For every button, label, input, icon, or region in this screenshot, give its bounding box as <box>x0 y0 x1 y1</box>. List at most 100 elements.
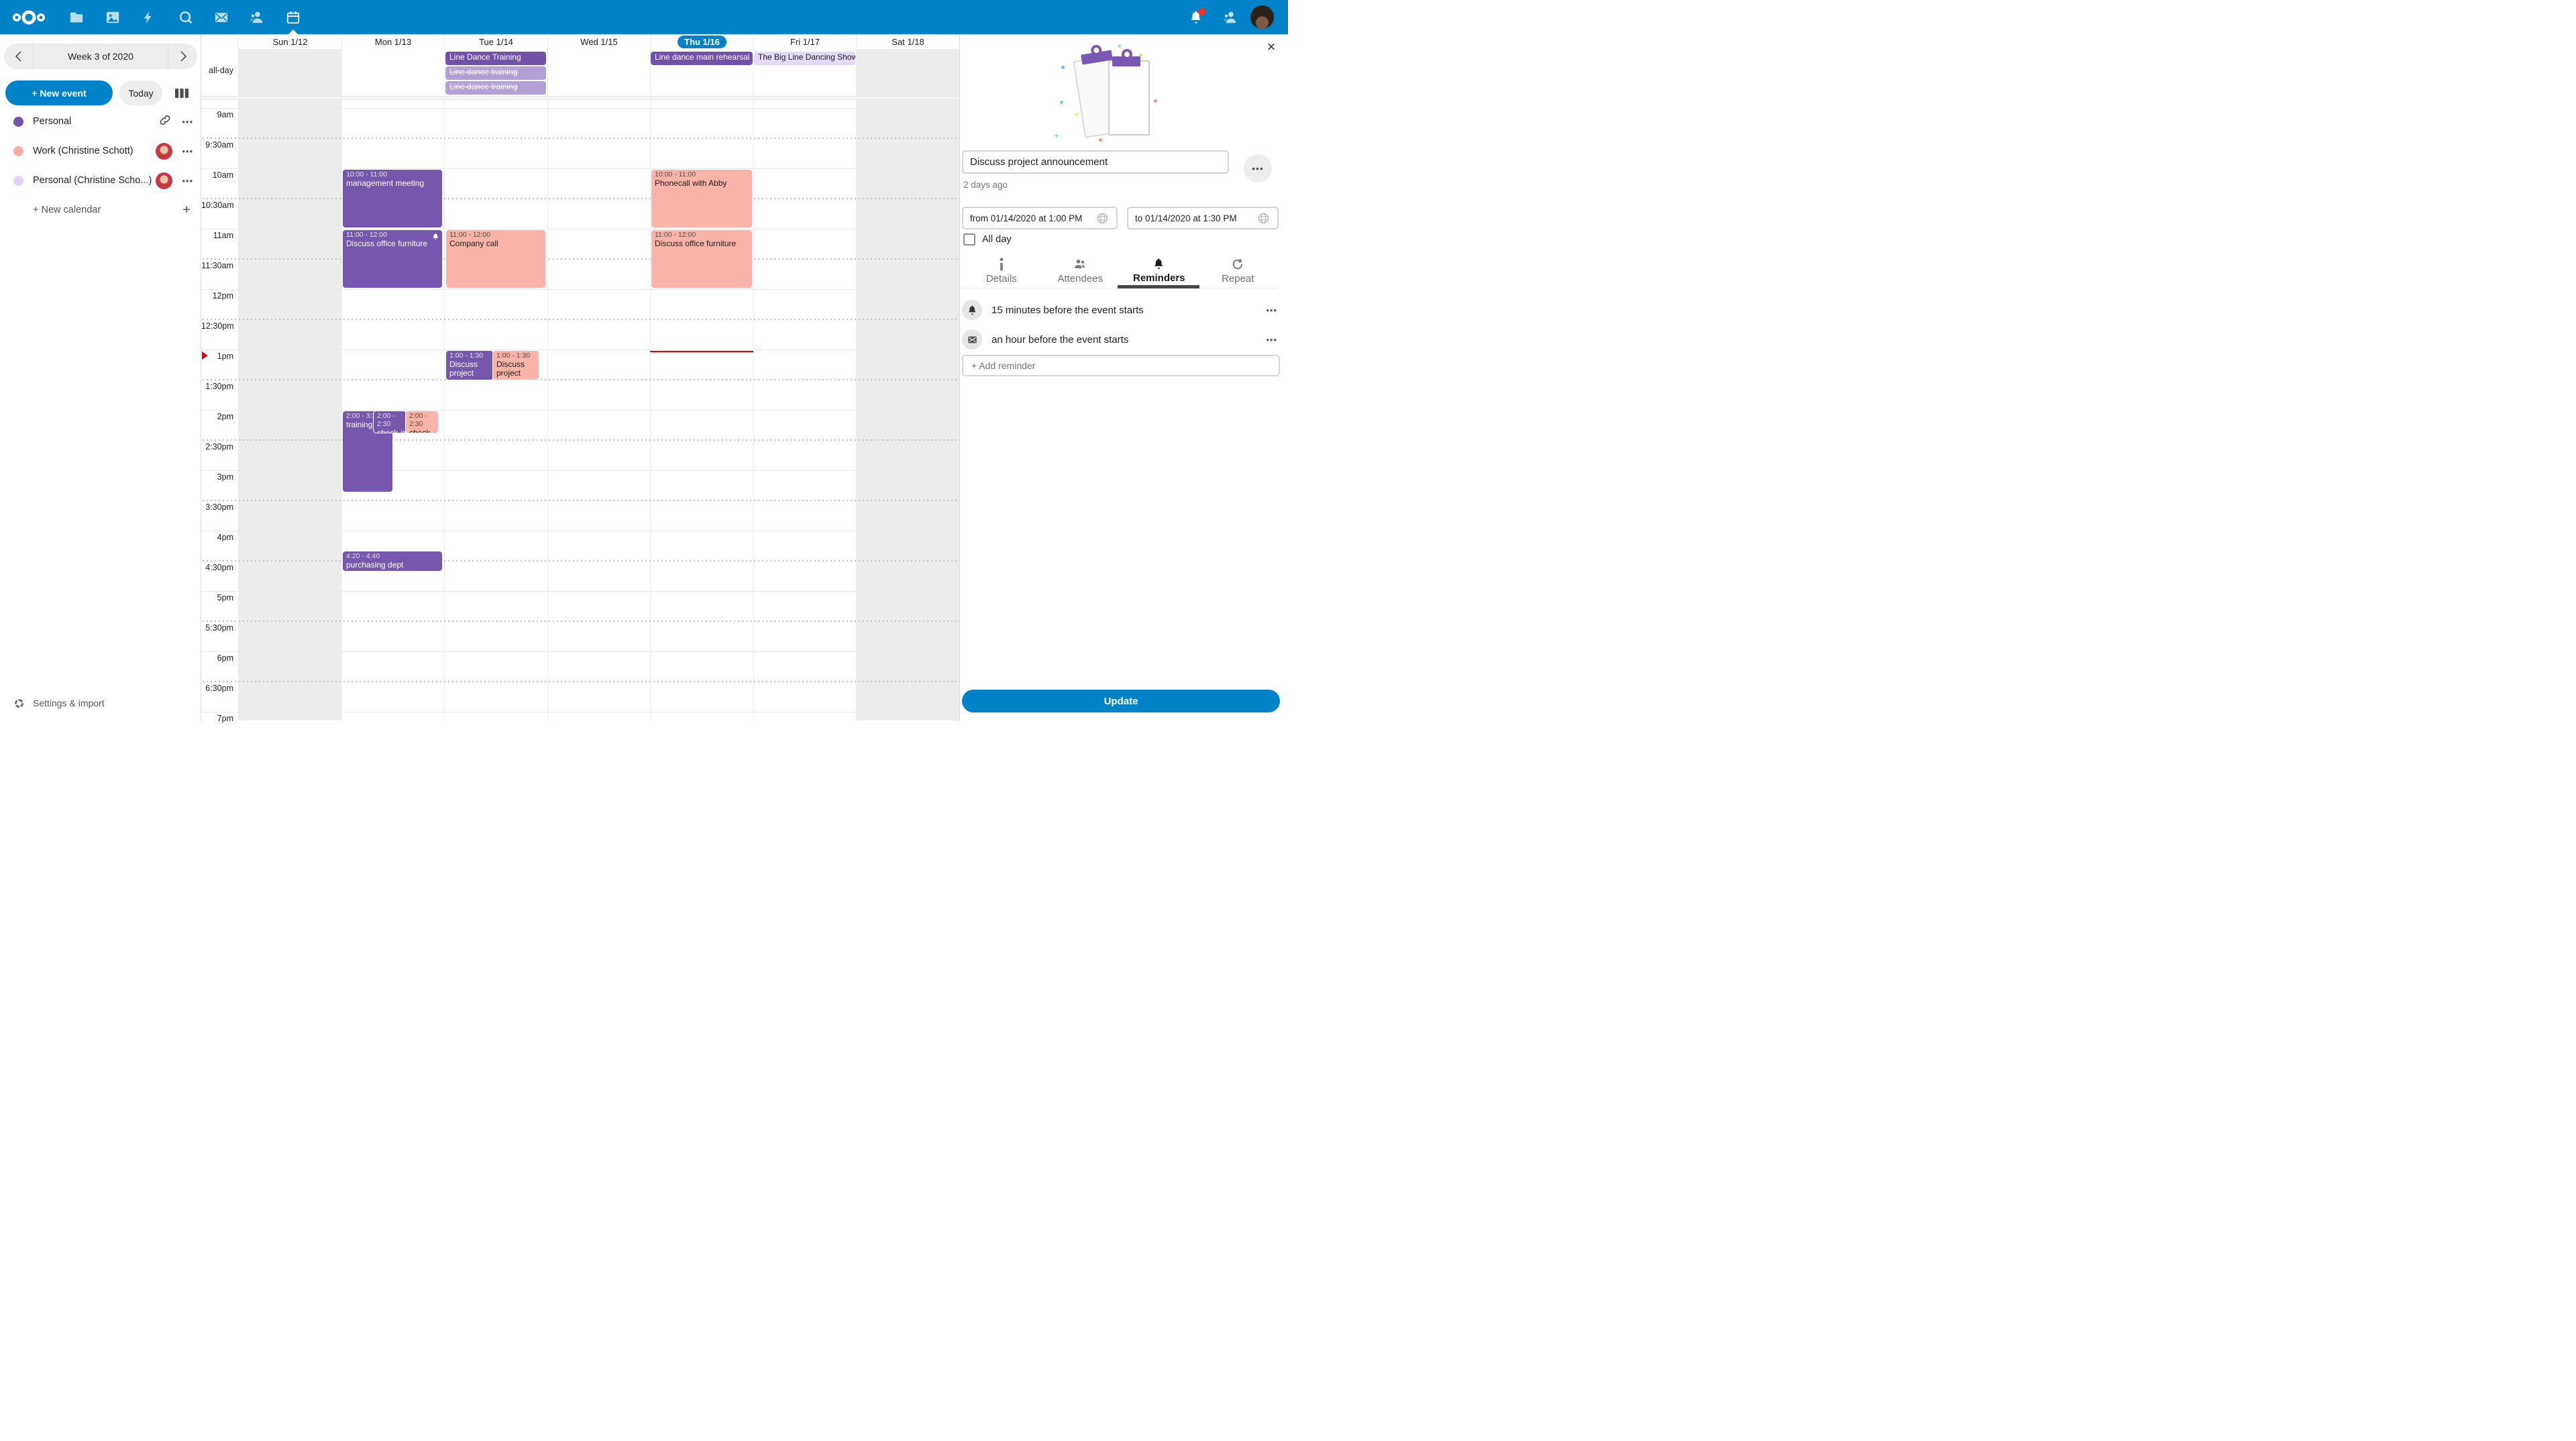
all-day-checkbox[interactable] <box>963 233 975 246</box>
day-header-mon[interactable]: Mon 1/13 <box>341 34 444 49</box>
week-time-grid <box>201 100 959 720</box>
day-header-sat[interactable]: Sat 1/18 <box>856 34 959 49</box>
add-reminder-button[interactable]: + Add reminder <box>962 355 1280 376</box>
day-header-sun[interactable]: Sun 1/12 <box>238 34 341 49</box>
event-block[interactable]: 10:00 - 11:00 management meeting <box>342 169 443 228</box>
today-button[interactable]: Today <box>119 81 162 105</box>
gear-icon <box>15 698 23 708</box>
day-header-thu-today[interactable]: Thu 1/16 <box>650 34 753 49</box>
tab-repeat[interactable]: Repeat <box>1199 254 1278 288</box>
all-day-cell-wed[interactable] <box>547 49 650 96</box>
event-block[interactable]: 4:20 - 4:40 purchasing dept <box>342 551 443 572</box>
all-day-event[interactable]: The Big Line Dancing Show <box>754 52 855 65</box>
calendar-color-dot <box>13 116 23 127</box>
event-start-input[interactable] <box>962 207 1118 229</box>
all-day-event-cancelled[interactable]: Line dance training <box>445 66 546 80</box>
top-navigation-bar <box>0 0 1288 35</box>
reminder-item: an hour before the event starts ••• <box>962 329 1277 350</box>
all-day-divider <box>201 96 959 100</box>
next-week-button[interactable] <box>168 44 197 69</box>
share-link-icon[interactable] <box>159 114 171 129</box>
view-toggle-icon[interactable] <box>172 85 192 101</box>
contacts-menu-icon[interactable] <box>1221 8 1239 26</box>
time-label: 4pm <box>217 533 233 542</box>
all-day-cell-mon[interactable] <box>341 49 444 96</box>
event-block[interactable]: 11:00 - 12:00 Company call <box>445 229 546 288</box>
all-day-cell-fri[interactable] <box>753 49 856 96</box>
all-day-cell-thu[interactable] <box>650 49 753 96</box>
time-label: 10:30am <box>201 201 234 210</box>
time-label: 3pm <box>217 472 233 482</box>
event-end-input[interactable] <box>1127 207 1279 229</box>
notification-dot <box>1197 7 1205 15</box>
reminder-menu-icon[interactable]: ••• <box>1266 334 1277 345</box>
update-button[interactable]: Update <box>962 690 1280 712</box>
day-header-fri[interactable]: Fri 1/17 <box>753 34 856 49</box>
all-day-event[interactable]: Line Dance Training <box>445 52 546 65</box>
reminder-menu-icon[interactable]: ••• <box>1266 305 1277 315</box>
active-tab-underline <box>1118 285 1199 288</box>
plus-icon: + <box>182 202 191 217</box>
day-column-fri[interactable] <box>753 100 856 720</box>
time-label: 5pm <box>217 593 233 602</box>
tab-attendees[interactable]: Attendees <box>1041 254 1120 288</box>
previous-week-button[interactable] <box>4 44 34 69</box>
close-icon[interactable]: × <box>1267 38 1276 55</box>
day-header-tue[interactable]: Tue 1/14 <box>444 34 547 49</box>
tab-reminders[interactable]: Reminders <box>1120 254 1199 288</box>
time-label: 6pm <box>217 653 233 663</box>
activity-icon[interactable] <box>139 8 157 26</box>
nextcloud-logo-icon[interactable] <box>11 8 46 26</box>
reminder-email-icon <box>962 329 982 350</box>
event-block[interactable]: 2:00 - 2:30 check-in <box>405 411 439 433</box>
calendar-menu-icon[interactable]: ••• <box>182 116 193 127</box>
all-day-cell-sat[interactable] <box>856 49 959 96</box>
calendar-list-item-personal[interactable]: Personal ••• <box>0 107 201 136</box>
day-header-wed[interactable]: Wed 1/15 <box>547 34 650 49</box>
settings-import-button[interactable]: Settings & import <box>8 698 105 708</box>
all-day-event[interactable]: Line dance main rehearsal <box>651 52 753 65</box>
today-pill: Thu 1/16 <box>678 35 727 48</box>
event-block[interactable]: 11:00 - 12:00 Discuss office furniture <box>342 229 443 288</box>
all-day-cell-tue[interactable] <box>444 49 547 96</box>
event-actions-menu-button[interactable]: ••• <box>1244 154 1272 182</box>
day-column-sun[interactable] <box>238 100 341 720</box>
new-event-button[interactable]: + New event <box>5 81 113 105</box>
event-block[interactable]: 1:00 - 1:30 Discuss project <box>492 350 539 380</box>
all-day-checkbox-label: All day <box>982 234 1012 245</box>
calendar-color-dot <box>13 146 23 156</box>
calendar-menu-icon[interactable]: ••• <box>182 146 193 156</box>
current-time-marker-icon <box>202 352 208 360</box>
notifications-bell-icon[interactable] <box>1187 7 1205 26</box>
day-column-wed[interactable] <box>547 100 650 720</box>
time-label: 5:30pm <box>205 623 233 633</box>
event-title-input[interactable] <box>962 150 1229 174</box>
photos-icon[interactable] <box>103 8 121 26</box>
calendar-list-item-work[interactable]: Work (Christine Schott) ••• <box>0 136 201 166</box>
calendar-list-item-personal-shared[interactable]: Personal (Christine Scho...) ••• <box>0 166 201 195</box>
calendar-app-icon[interactable] <box>284 8 302 26</box>
event-illustration: + + + <box>1055 43 1181 142</box>
user-avatar[interactable] <box>1250 5 1274 29</box>
time-label: 6:30pm <box>205 684 233 693</box>
calendar-color-dot <box>13 175 23 186</box>
day-column-sat[interactable] <box>856 100 959 720</box>
contacts-icon[interactable] <box>248 8 266 26</box>
event-block-selected[interactable]: 1:00 - 1:30 Discuss project announcement <box>445 350 494 380</box>
new-calendar-button[interactable]: + New calendar + <box>33 202 191 217</box>
event-block[interactable]: 10:00 - 11:00 Phonecall with Abby <box>651 169 753 228</box>
week-label[interactable]: Week 3 of 2020 <box>68 51 133 62</box>
event-block[interactable]: 11:00 - 12:00 Discuss office furniture <box>651 229 753 288</box>
all-day-cell-sun[interactable] <box>238 49 341 96</box>
event-block[interactable]: 2:00 - 2:30 check-in <box>373 411 407 433</box>
calendar-menu-icon[interactable]: ••• <box>182 175 193 186</box>
shared-by-avatar <box>156 142 173 160</box>
reminder-bell-icon <box>962 300 982 320</box>
mail-icon[interactable] <box>212 8 230 26</box>
tab-details[interactable]: Details <box>962 254 1041 288</box>
talk-icon[interactable] <box>176 8 195 26</box>
day-column-tue[interactable] <box>444 100 547 720</box>
files-icon[interactable] <box>67 8 85 26</box>
all-day-event-cancelled[interactable]: Line dance training <box>445 81 546 95</box>
time-label: 3:30pm <box>205 502 233 512</box>
